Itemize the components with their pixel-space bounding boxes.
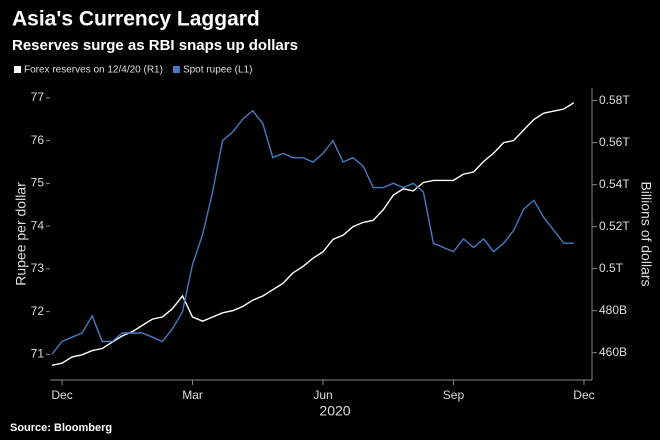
y2-axis-label: Billions of dollars	[638, 181, 654, 286]
y-tick-label: 76	[31, 133, 45, 147]
y2-tick-label: 460B	[599, 345, 627, 359]
chart-title: Asia's Currency Laggard	[12, 8, 260, 31]
legend-swatch	[14, 66, 21, 73]
y-tick-label: 72	[31, 304, 45, 318]
y2-tick-label: 0.58T	[599, 93, 630, 107]
legend-label: Spot rupee (L1)	[183, 65, 253, 76]
y-tick-label: 77	[31, 90, 45, 104]
y2-tick-label: 0.56T	[599, 135, 630, 149]
y-tick-label: 71	[31, 347, 45, 361]
y-tick-label: 73	[31, 261, 45, 275]
source: Source: Bloomberg	[10, 422, 112, 434]
x-tick-label: Mar	[182, 388, 203, 402]
y2-tick-label: 0.52T	[599, 219, 630, 233]
y-axis-label: Rupee per dollar	[13, 182, 29, 286]
series-line	[51, 102, 575, 366]
series-line	[51, 109, 574, 355]
y2-tick-label: 480B	[599, 303, 627, 317]
y-tick-label: 75	[31, 176, 45, 190]
chart-subtitle: Reserves surge as RBI snaps up dollars	[12, 37, 298, 54]
x-tick-label: Dec	[573, 388, 594, 402]
x-tick-label: Dec	[51, 388, 72, 402]
y-tick-label: 74	[31, 218, 45, 232]
y2-tick-label: 0.5T	[599, 261, 624, 275]
legend-label: Forex reserves on 12/4/20 (R1)	[24, 65, 163, 76]
x-tick-label: Sep	[443, 388, 465, 402]
y2-tick-label: 0.54T	[599, 177, 630, 191]
legend-swatch	[172, 66, 180, 73]
x-axis-label: 2020	[319, 403, 350, 419]
x-tick-label: Jun	[313, 388, 332, 402]
